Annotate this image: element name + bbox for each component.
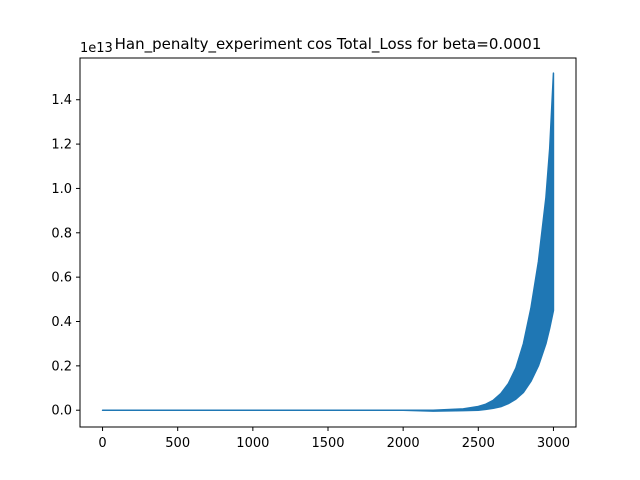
y-tick-label: 0.0 bbox=[51, 404, 72, 419]
y-axis: 0.0 0.2 0.4 0.6 0.8 1.0 1.2 1.4 bbox=[51, 93, 80, 419]
y-tick-label: 1.4 bbox=[51, 93, 72, 108]
y-tick-label: 0.2 bbox=[51, 359, 72, 374]
x-tick-label: 500 bbox=[165, 436, 190, 451]
loss-series-band bbox=[101, 72, 555, 412]
y-offset-label: 1e13 bbox=[80, 41, 113, 56]
y-tick-label: 0.8 bbox=[51, 226, 72, 241]
x-tick-label: 0 bbox=[98, 436, 106, 451]
x-tick-label: 2500 bbox=[462, 436, 495, 451]
y-tick-label: 1.0 bbox=[51, 182, 72, 197]
x-tick-label: 1500 bbox=[311, 436, 344, 451]
y-tick-label: 1.2 bbox=[51, 138, 72, 153]
x-tick-label: 1000 bbox=[236, 436, 269, 451]
axes-frame bbox=[79, 57, 577, 428]
y-tick-label: 0.4 bbox=[51, 315, 72, 330]
chart-title: Han_penalty_experiment cos Total_Loss fo… bbox=[115, 35, 542, 54]
x-tick-label: 3000 bbox=[537, 436, 570, 451]
y-tick-label: 0.6 bbox=[51, 271, 72, 286]
x-axis: 0 500 1000 1500 2000 2500 3000 bbox=[98, 427, 570, 451]
x-tick-label: 2000 bbox=[387, 436, 420, 451]
plot-area bbox=[101, 72, 555, 412]
